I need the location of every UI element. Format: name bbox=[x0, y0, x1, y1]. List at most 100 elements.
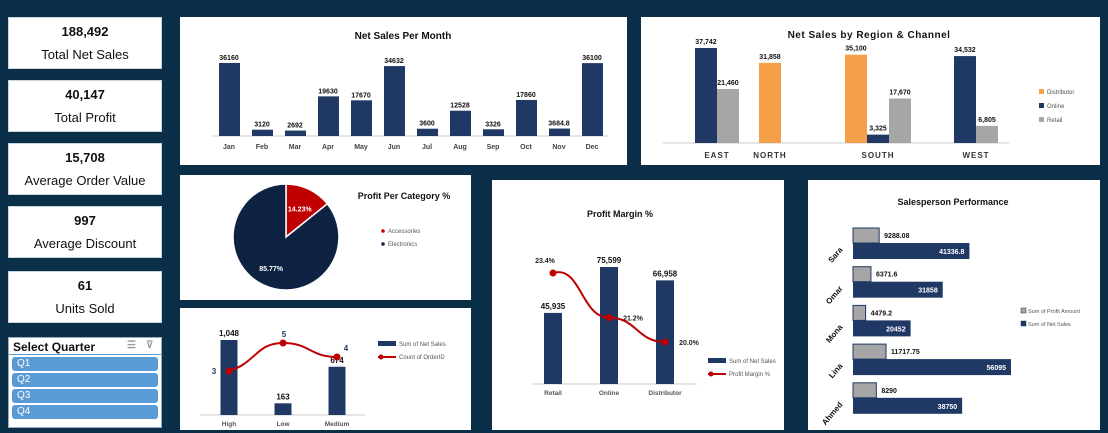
bar-net-sales bbox=[853, 281, 943, 298]
legend-label: Count of OrderID bbox=[399, 355, 445, 361]
data-label: 17670 bbox=[351, 92, 371, 99]
y-tick-label: Lina bbox=[827, 361, 845, 380]
legend-swatch bbox=[1039, 89, 1044, 94]
bar-net-sales bbox=[853, 397, 963, 414]
data-label: 2692 bbox=[287, 123, 303, 130]
legend-label: Profit Margin % bbox=[729, 372, 771, 378]
bar bbox=[600, 267, 618, 384]
kpi-value: 997 bbox=[74, 213, 96, 228]
data-label: 38750 bbox=[938, 404, 958, 411]
x-tick-label: Retail bbox=[544, 390, 562, 397]
data-label: 20452 bbox=[886, 326, 906, 333]
kpi-card: 61 Units Sold bbox=[8, 271, 162, 323]
x-tick-label: Sep bbox=[487, 144, 500, 151]
slicer-item-q2[interactable]: Q2 bbox=[12, 373, 158, 387]
bar bbox=[759, 62, 781, 143]
data-label: 34,532 bbox=[954, 47, 976, 54]
legend-label: Online bbox=[1047, 104, 1065, 110]
bar bbox=[285, 130, 306, 136]
data-label: 6,805 bbox=[978, 117, 996, 124]
slicer-item-q3[interactable]: Q3 bbox=[12, 389, 158, 403]
data-label: 66,958 bbox=[653, 269, 678, 278]
bar-profit bbox=[852, 227, 880, 244]
chart-title: Net Sales by Region & Channel bbox=[788, 30, 951, 41]
kpi-label: Total Net Sales bbox=[41, 47, 129, 62]
bar-net-sales bbox=[853, 243, 970, 259]
x-tick-label: Aug bbox=[453, 144, 467, 151]
legend-label: Accessories bbox=[388, 229, 420, 235]
bar bbox=[544, 312, 562, 384]
legend-label: Sum of Net Sales bbox=[399, 342, 446, 348]
legend-swatch bbox=[1039, 117, 1044, 122]
x-tick-label: Jun bbox=[388, 144, 400, 151]
bar bbox=[328, 366, 346, 415]
line-point bbox=[549, 269, 557, 277]
kpi-label: Average Order Value bbox=[24, 173, 146, 188]
legend-swatch bbox=[1020, 307, 1027, 314]
chart-title: Net Sales Per Month bbox=[355, 31, 452, 42]
bar bbox=[845, 54, 867, 144]
data-label: 34632 bbox=[384, 58, 404, 65]
data-label: 41336.8 bbox=[939, 249, 964, 256]
bar bbox=[656, 280, 674, 384]
kpi-card: 188,492 Total Net Sales bbox=[8, 17, 162, 69]
x-tick-label: Dec bbox=[586, 144, 599, 151]
data-label: 45,935 bbox=[541, 302, 566, 311]
data-label: 3684.8 bbox=[548, 121, 570, 128]
slicer-item-q1[interactable]: Q1 bbox=[12, 357, 158, 371]
legend-label: Distributor bbox=[1047, 90, 1074, 96]
profit-margin-chart: Profit Margin % 45,935 Retail 75,599 Online 6… bbox=[492, 180, 784, 430]
legend-label: Retail bbox=[1047, 118, 1062, 124]
data-label: 36160 bbox=[219, 55, 239, 62]
data-label: 21,460 bbox=[717, 80, 739, 87]
line-point bbox=[605, 314, 613, 322]
bar bbox=[318, 96, 339, 136]
line-data-label: 4 bbox=[344, 344, 349, 353]
line-data-label: 5 bbox=[282, 330, 287, 339]
x-tick-label: Mar bbox=[289, 144, 302, 151]
pie-slice bbox=[232, 183, 340, 291]
data-label: 3600 bbox=[419, 121, 435, 128]
bar bbox=[695, 48, 717, 143]
x-tick-label: Low bbox=[277, 421, 291, 428]
salesperson-performance-chart: Salesperson Performance 9288.08 41336.8 Sar… bbox=[808, 180, 1100, 430]
x-tick-label: Nov bbox=[552, 144, 565, 151]
x-tick-label: SOUTH bbox=[862, 151, 895, 160]
data-label: 31,858 bbox=[759, 54, 781, 61]
bar bbox=[351, 100, 372, 136]
bar bbox=[384, 66, 405, 136]
x-tick-label: WEST bbox=[962, 151, 989, 160]
profit-per-category-chart: Profit Per Category % 14.23% Accessories 85… bbox=[180, 175, 471, 300]
bar-profit bbox=[852, 382, 877, 399]
legend-label: Sum of Net Sales bbox=[729, 359, 776, 365]
clear-filter-icon[interactable]: ⊽ bbox=[146, 340, 154, 351]
legend-swatch bbox=[381, 229, 385, 233]
data-label: 3326 bbox=[485, 121, 501, 128]
bar-net-sales bbox=[853, 359, 1011, 376]
kpi-card: 40,147 Total Profit bbox=[8, 80, 162, 132]
data-label: 36100 bbox=[582, 55, 602, 62]
data-label: 12528 bbox=[450, 103, 470, 110]
data-label: 31858 bbox=[918, 288, 938, 295]
kpi-value: 61 bbox=[77, 278, 93, 293]
data-label: 17860 bbox=[516, 92, 536, 99]
legend-swatch bbox=[378, 341, 396, 346]
data-label: 8290 bbox=[881, 388, 897, 395]
line-point bbox=[279, 339, 287, 347]
bar bbox=[717, 88, 739, 143]
slicer-title: Select Quarter bbox=[13, 340, 96, 354]
slicer-item-q4[interactable]: Q4 bbox=[12, 405, 158, 419]
data-label: 6371.6 bbox=[876, 272, 898, 279]
multi-select-icon[interactable]: ☰ bbox=[127, 340, 136, 351]
data-label: 3120 bbox=[254, 122, 270, 129]
data-label: 3,325 bbox=[869, 126, 887, 133]
data-label: 11717.75 bbox=[891, 349, 920, 356]
bar bbox=[483, 129, 504, 136]
legend-swatch bbox=[1020, 320, 1027, 327]
legend-label: Sum of Profit Amount bbox=[1028, 309, 1080, 315]
data-label: 14.23% bbox=[288, 206, 313, 213]
bar bbox=[954, 56, 976, 143]
kpi-label: Units Sold bbox=[55, 301, 115, 316]
net-sales-by-region-chart: Net Sales by Region & Channel 37,742 21,46… bbox=[641, 17, 1100, 165]
line-data-label: 23.4% bbox=[535, 258, 556, 265]
